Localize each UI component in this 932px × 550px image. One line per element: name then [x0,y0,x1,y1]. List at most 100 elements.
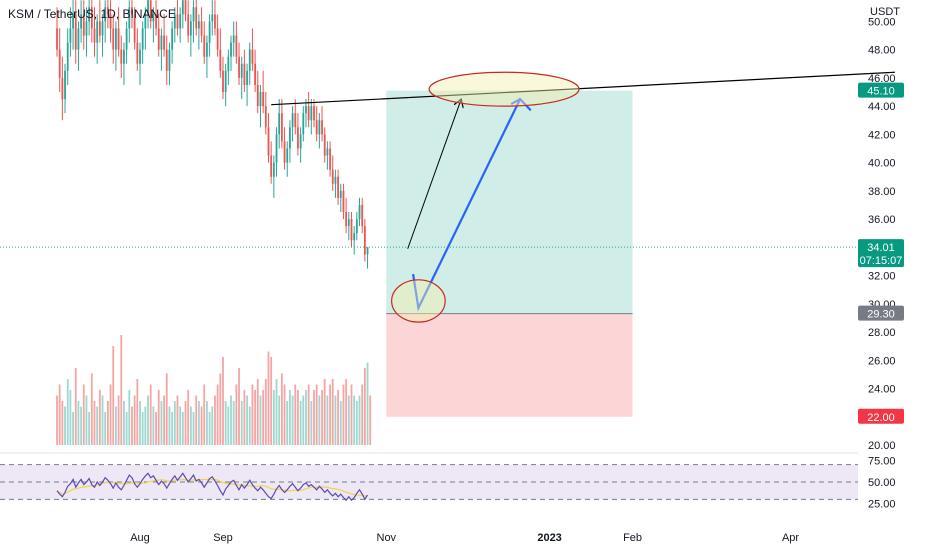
candle-body [294,113,297,128]
volume-bar [339,401,342,445]
candle-body [203,35,206,57]
price-tick-label: 48.00 [868,45,896,57]
volume-bar [123,401,125,445]
resistance-trendline [271,71,895,106]
volume-bar [337,390,339,445]
candle-body [248,49,251,71]
price-badge-last-price [858,239,904,268]
price-tick-label: 28.00 [868,327,896,339]
volume-bar [331,379,334,445]
volume-bar [219,373,222,445]
candle-body [211,14,214,22]
candle-body [104,7,107,22]
rsi-tick-label: 25.00 [868,499,896,511]
volume-bar [141,412,144,445]
volume-bar [214,395,216,445]
rsi-axis: 25.00 50.00 75.00 [868,455,896,510]
volume-bar [112,346,115,445]
volume-bar [74,368,77,445]
volume-bar [203,384,206,445]
price-badge-countdown: 07:15:07 [860,255,903,267]
candle-body [219,49,222,71]
candle-body [267,127,270,156]
volume-bar [326,395,329,445]
volume-bar [366,362,369,445]
time-axis[interactable]: Aug Sep Nov 2023 Feb Apr [130,532,799,544]
volume-bar [302,395,305,445]
volume-bar [355,401,358,445]
candle-body [345,212,348,227]
candle-body [155,14,157,29]
candle-body [61,77,64,100]
volume-bar [85,395,88,445]
candle-body [361,204,364,227]
volume-bar [222,357,224,445]
price-tick-label: 50.00 [868,16,896,28]
drawings-layer[interactable] [271,71,895,323]
volume-bar [125,412,128,445]
candle-body [187,14,190,36]
volume-bar [206,401,208,445]
volume-bar [155,412,157,445]
candle-body [152,14,155,22]
candle-body [64,70,66,100]
candle-body [227,56,230,71]
volume-bars [56,335,372,445]
volume-bar [192,412,195,445]
symbol-title: KSM / TetherUS, 1D, BINANCE [8,7,176,21]
volume-bar [181,412,184,445]
candle-body [184,0,187,15]
candle-body [342,190,345,213]
volume-bar [224,401,227,445]
volume-bar [369,395,372,445]
candle-body [307,106,310,121]
volume-bar [280,373,283,445]
volume-bar [208,412,211,445]
volume-bar [184,401,187,445]
candle-body [331,169,334,184]
candle-body [74,14,77,50]
rsi-tick-label: 75.00 [868,455,896,467]
candle-body [286,148,289,163]
volume-bar [315,384,318,445]
volume-bar [248,406,251,445]
price-axis[interactable]: 20.0022.0024.0026.0028.0030.0032.0034.00… [868,16,896,452]
volume-bar [163,395,165,445]
volume-bar [82,384,85,445]
price-tick-label: 24.00 [868,384,896,396]
volume-bar [179,406,182,445]
candle-body [58,49,61,78]
volume-bar [128,390,131,445]
candle-body [171,28,174,50]
candle-body [291,113,294,128]
volume-bar [216,384,219,445]
volume-bar [246,395,248,445]
candle-body [339,190,342,198]
candle-body [272,162,275,177]
volume-bar [187,390,190,445]
volume-bar [197,401,200,445]
candle-body [98,21,101,36]
price-badge-target [858,82,904,98]
volume-bar [77,401,80,445]
volume-bar [139,401,141,445]
volume-bar [90,373,93,445]
highlight-ellipse [391,279,446,323]
candle-body [329,148,331,170]
candle-body [326,148,329,156]
volume-bar [88,412,91,445]
price-tick-label: 26.00 [868,355,896,367]
candle-body [117,28,120,50]
price-badge-value: 45.10 [867,86,895,98]
volume-bar [323,379,326,445]
volume-bar [334,395,337,445]
candle-body [82,14,85,36]
volume-bar [109,384,112,445]
candle-body [136,42,139,64]
candle-body [144,14,147,29]
candle-body [141,28,144,50]
candle-body [278,113,281,135]
candle-body [216,28,219,50]
volume-bar [230,395,232,445]
